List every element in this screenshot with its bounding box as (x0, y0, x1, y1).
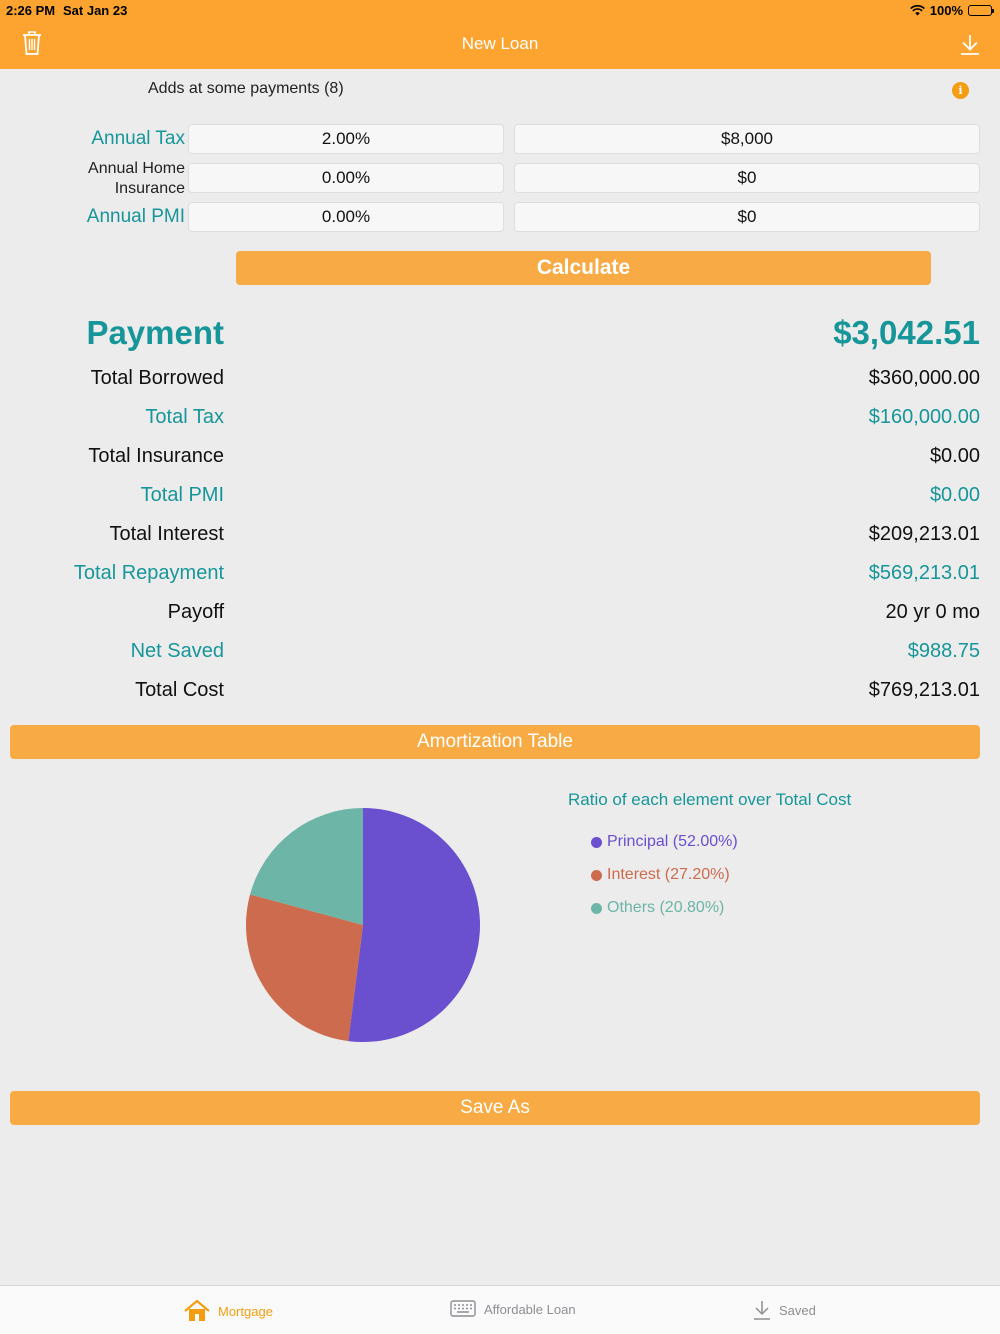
total-pmi-value: $0.00 (929, 484, 980, 506)
legend-item-others: Others (20.80%) (591, 899, 724, 917)
payoff-label: Payoff (167, 601, 224, 623)
total-insurance-label: Total Insurance (88, 445, 224, 467)
total-tax-value: $160,000.00 (868, 406, 980, 428)
tab-mortgage[interactable]: Mortgage (184, 1300, 273, 1322)
home-icon (184, 1300, 210, 1321)
total-interest-label: Total Interest (109, 523, 224, 545)
annual-pmi-percent-field[interactable]: 0.00% (188, 202, 504, 232)
calculate-button[interactable]: Calculate (236, 251, 931, 285)
tab-saved-label: Saved (779, 1302, 816, 1318)
total-repayment-value: $569,213.01 (868, 562, 980, 584)
annual-home-insurance-label: Annual Home Insurance (88, 160, 185, 197)
battery-icon (968, 5, 994, 16)
legend-item-principal: Principal (52.00%) (591, 833, 738, 851)
pie-slice-interest (246, 894, 363, 1042)
legend-dot-principal (591, 836, 602, 848)
wifi-icon (909, 5, 925, 16)
adds-at-payments-label[interactable]: Adds at some payments (8) (148, 80, 344, 97)
download-icon (754, 1301, 770, 1320)
tab-saved[interactable]: Saved (753, 1300, 816, 1320)
total-tax-label: Total Tax (145, 406, 224, 428)
legend-dot-interest (591, 869, 602, 881)
tab-mortgage-label: Mortgage (218, 1303, 273, 1319)
pie-chart-svg (246, 808, 480, 1042)
total-pmi-label: Total PMI (140, 484, 224, 506)
legend-dot-others (591, 902, 602, 914)
info-icon[interactable]: i (952, 82, 969, 99)
tab-affordable-loan[interactable]: Affordable Loan (450, 1300, 576, 1318)
status-right: 100% (909, 3, 994, 18)
page-title: New Loan (461, 34, 539, 53)
legend-label-others: Others (20.80%) (607, 899, 725, 916)
status-date: Sat Jan 23 (63, 3, 128, 18)
annual-home-insurance-amount-field[interactable]: $0 (514, 163, 980, 193)
navigation-bar (0, 0, 1000, 69)
total-borrowed-label: Total Borrowed (90, 367, 224, 389)
download-icon[interactable] (960, 34, 980, 56)
net-saved-value: $988.75 (907, 640, 980, 662)
annual-pmi-label: Annual PMI (86, 206, 185, 227)
battery-percent: 100% (929, 3, 963, 18)
payment-label: Payment (86, 314, 224, 351)
total-borrowed-value: $360,000.00 (868, 367, 980, 389)
tab-bar: Mortgage Affordable Loan Saved (0, 1285, 1000, 1334)
keyboard-icon (450, 1300, 476, 1317)
trash-icon[interactable] (22, 30, 42, 56)
chart-title: Ratio of each element over Total Cost (568, 790, 852, 809)
total-insurance-value: $0.00 (929, 445, 980, 467)
save-as-button[interactable]: Save As (10, 1091, 980, 1125)
total-repayment-label: Total Repayment (73, 562, 224, 584)
payment-value: $3,042.51 (833, 314, 980, 351)
total-cost-value: $769,213.01 (868, 679, 980, 701)
pie-slice-others (250, 808, 363, 925)
legend-label-interest: Interest (27.20%) (607, 866, 730, 883)
pie-chart (240, 800, 490, 1050)
total-interest-value: $209,213.01 (868, 523, 980, 545)
legend-item-interest: Interest (27.20%) (591, 866, 730, 884)
pie-slice-principal (348, 808, 480, 1042)
annual-home-insurance-percent-field[interactable]: 0.00% (188, 163, 504, 193)
total-cost-label: Total Cost (135, 679, 224, 701)
amortization-table-button[interactable]: Amortization Table (10, 725, 980, 759)
payoff-value: 20 yr 0 mo (885, 601, 980, 623)
tab-affordable-loan-label: Affordable Loan (484, 1301, 576, 1317)
annual-pmi-amount-field[interactable]: $0 (514, 202, 980, 232)
legend-label-principal: Principal (52.00%) (607, 833, 738, 850)
annual-tax-percent-field[interactable]: 2.00% (188, 124, 504, 154)
status-time: 2:26 PM (6, 3, 56, 18)
annual-tax-amount-field[interactable]: $8,000 (514, 124, 980, 154)
annual-tax-label: Annual Tax (91, 128, 185, 149)
net-saved-label: Net Saved (130, 640, 224, 662)
